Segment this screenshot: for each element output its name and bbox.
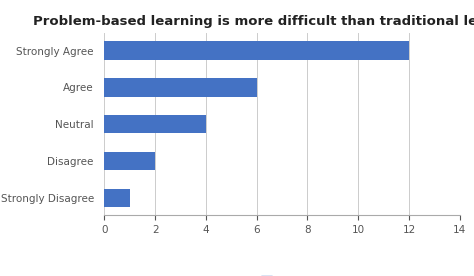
Bar	[104, 78, 256, 97]
Bar	[104, 41, 409, 60]
Title: Problem-based learning is more difficult than traditional learning.: Problem-based learning is more difficult…	[33, 15, 474, 28]
Legend: Frequency: Frequency	[256, 272, 343, 276]
Bar	[104, 115, 206, 133]
Bar	[104, 189, 130, 207]
Bar	[104, 152, 155, 170]
